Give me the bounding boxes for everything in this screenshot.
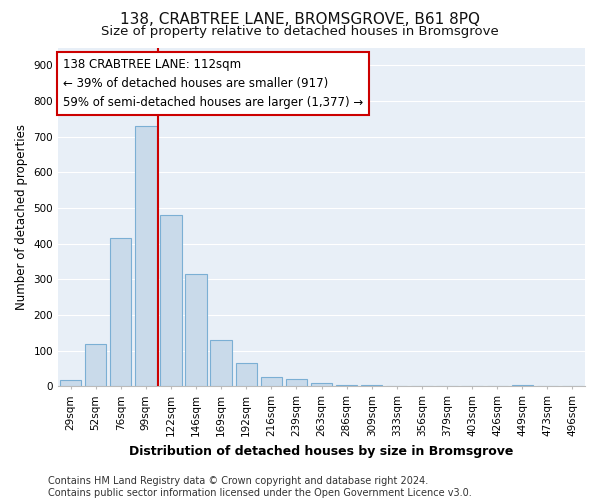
Bar <box>160 215 182 386</box>
Bar <box>236 363 257 386</box>
Bar <box>286 380 307 386</box>
Bar <box>135 126 157 386</box>
Bar <box>260 378 282 386</box>
Bar <box>512 384 533 386</box>
Y-axis label: Number of detached properties: Number of detached properties <box>15 124 28 310</box>
Text: 138, CRABTREE LANE, BROMSGROVE, B61 8PQ: 138, CRABTREE LANE, BROMSGROVE, B61 8PQ <box>120 12 480 28</box>
Text: 138 CRABTREE LANE: 112sqm
← 39% of detached houses are smaller (917)
59% of semi: 138 CRABTREE LANE: 112sqm ← 39% of detac… <box>64 58 364 108</box>
X-axis label: Distribution of detached houses by size in Bromsgrove: Distribution of detached houses by size … <box>130 444 514 458</box>
Text: Contains HM Land Registry data © Crown copyright and database right 2024.
Contai: Contains HM Land Registry data © Crown c… <box>48 476 472 498</box>
Bar <box>311 383 332 386</box>
Bar <box>336 384 357 386</box>
Bar <box>361 384 382 386</box>
Text: Size of property relative to detached houses in Bromsgrove: Size of property relative to detached ho… <box>101 25 499 38</box>
Bar <box>85 344 106 386</box>
Bar <box>211 340 232 386</box>
Bar <box>185 274 207 386</box>
Bar <box>110 238 131 386</box>
Bar <box>60 380 81 386</box>
